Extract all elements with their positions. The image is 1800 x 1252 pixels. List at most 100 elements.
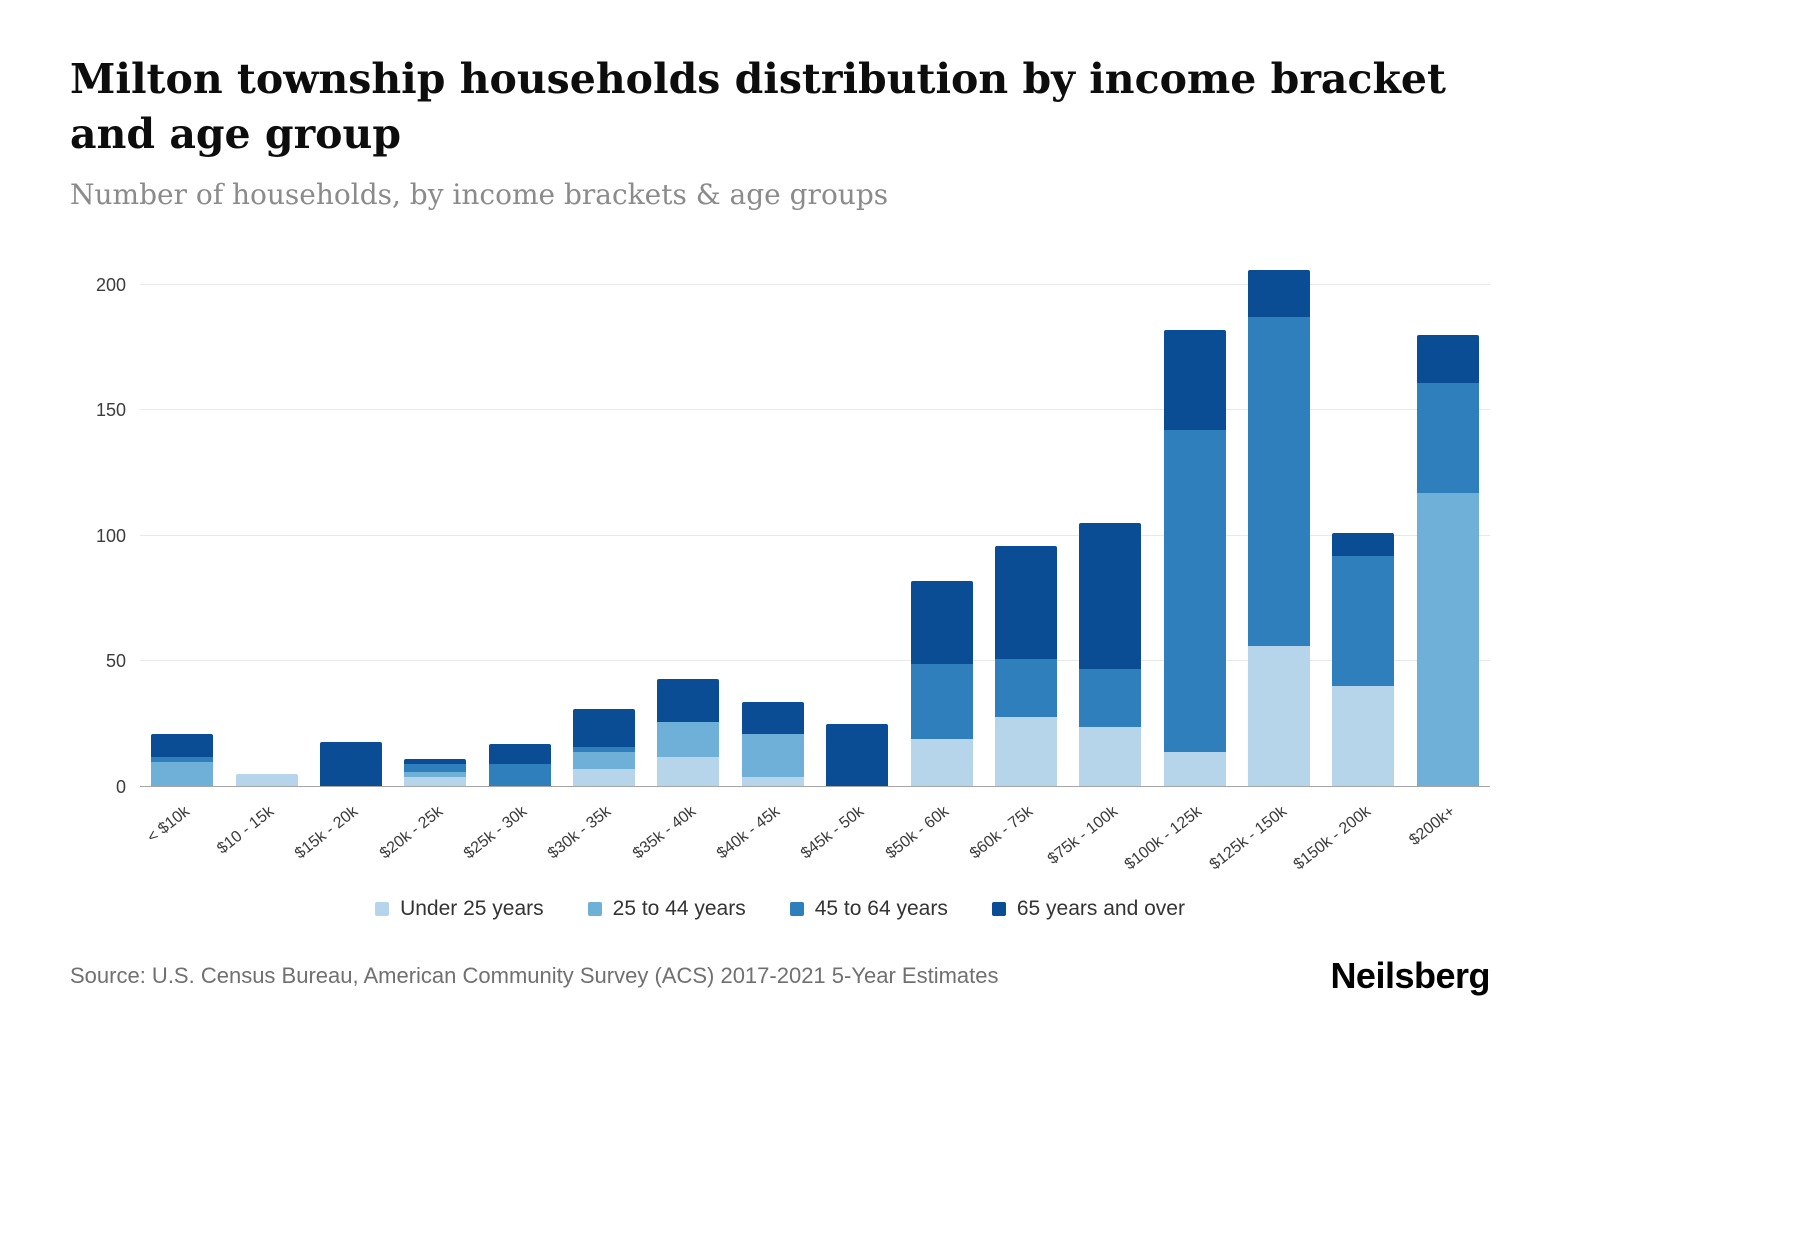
stacked-bar [1416,334,1479,787]
legend: Under 25 years 25 to 44 years 45 to 64 yea… [70,893,1490,925]
legend-item[interactable]: 45 to 64 years [789,896,948,921]
bar-segment [910,580,973,664]
stacked-bar [319,741,382,787]
stacked-bar [488,744,551,787]
stacked-bar [826,724,889,787]
bar-segment [1248,646,1311,787]
bar-segment [1079,726,1142,787]
x-tick-label: $45k - 50k [798,802,868,863]
legend-swatch-icon [789,901,804,916]
source-text: Source: U.S. Census Bureau, American Com… [70,962,999,988]
bar-segment [1163,329,1226,431]
legend-label: 45 to 64 years [814,896,948,920]
bar-segment [404,776,467,787]
bar-segment [1416,382,1479,494]
bar-segment [1163,430,1226,752]
bar-segment [151,761,214,787]
x-tick-label: $20k - 25k [376,802,446,863]
bar-slot [309,247,393,787]
page-root: Milton township households distribution … [70,52,1490,997]
brand-logo[interactable]: Neilsberg [1330,954,1490,996]
bar-segment [319,741,382,787]
y-tick-label: 200 [95,274,126,295]
plot-column: < $10k $10 - 15k $15k - 20k $20k - 25k $25k … [140,247,1490,885]
bar-slot [478,247,562,787]
y-tick-label: 100 [95,525,126,546]
stacked-bar [910,580,973,787]
bar-segment [1248,317,1311,647]
bar-segment [573,709,636,747]
bar-slot [646,247,730,787]
bar-slot [815,247,899,787]
stacked-bar [1248,269,1311,787]
gridline [140,283,1490,285]
stacked-bar [1332,533,1395,787]
bar-segment [1332,533,1395,556]
y-tick-label: 0 [115,776,126,797]
bar-segment [235,774,298,787]
legend-label: Under 25 years [400,896,544,920]
y-tick-label: 50 [105,651,126,672]
bar-segment [1332,686,1395,787]
footer: Source: U.S. Census Bureau, American Com… [70,955,1490,997]
x-tick-label: $50k - 60k [882,802,953,863]
stacked-bar [404,759,467,787]
bar-slot [562,247,646,787]
bar-segment [1079,668,1142,727]
bar-slot [731,247,815,787]
y-axis-labels: 0 50 100 150 200 [70,247,140,797]
legend-item[interactable]: 65 years and over [991,896,1185,921]
legend-swatch-icon [991,901,1006,916]
bar-segment [1163,751,1226,787]
x-tick-label: $30k - 35k [545,802,615,863]
bar-segment [151,756,214,762]
y-tick-label: 150 [95,400,126,421]
gridline [140,660,1490,662]
bar-slot [140,247,224,787]
stacked-bar [151,734,214,787]
x-tick-label: $60k - 75k [967,802,1037,863]
x-tick-label: $10 - 15k [213,802,278,858]
x-tick-label: < $10k [143,802,193,847]
x-tick-label: $150k - 200k [1290,802,1374,874]
stacked-bar [741,701,804,787]
gridline [140,534,1490,536]
bars-row [140,247,1490,787]
x-axis-line [140,785,1490,787]
bar-slot [393,247,477,787]
x-tick-label: $100k - 125k [1121,802,1206,874]
bar-segment [404,771,467,777]
bar-segment [826,724,889,787]
x-tick-label: $125k - 150k [1206,802,1290,874]
bar-segment [1416,334,1479,383]
stacked-bar [1079,523,1142,787]
chart: 0 50 100 150 200 < $10k $10 - 15k $15k - 20k $2… [70,247,1490,885]
stacked-bar [657,678,720,787]
plot-area [140,247,1490,787]
bar-segment [1416,493,1479,787]
bar-slot [224,247,308,787]
chart-title: Milton township households distribution … [70,55,1446,158]
legend-item[interactable]: 25 to 44 years [587,897,746,921]
chart-subtitle: Number of households, by income brackets… [70,177,889,211]
bar-slot [984,247,1068,787]
bar-slot [899,247,983,787]
bar-slot [1237,247,1321,787]
bar-segment [1079,523,1142,669]
bar-segment [910,663,973,740]
legend-swatch-icon [375,901,390,916]
bar-segment [741,734,804,777]
stacked-bar [573,709,636,787]
bar-slot [1153,247,1237,787]
legend-label: 65 years and over [1016,896,1185,920]
bar-segment [404,764,467,772]
bar-segment [488,744,551,765]
bar-segment [741,701,804,735]
stacked-bar [994,545,1057,787]
bar-slot [1321,247,1405,787]
legend-item[interactable]: Under 25 years [375,897,544,921]
x-tick-label: $200k+ [1406,802,1459,849]
bar-segment [741,776,804,787]
gridline [140,409,1490,411]
x-tick-label: $40k - 45k [713,802,784,863]
